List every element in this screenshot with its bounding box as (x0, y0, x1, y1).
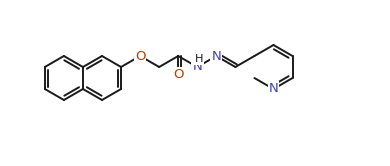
Text: H: H (195, 54, 204, 64)
Text: N: N (192, 60, 202, 74)
Text: N: N (269, 83, 278, 95)
Text: N: N (211, 49, 221, 63)
Text: O: O (173, 68, 183, 81)
Text: O: O (135, 49, 145, 63)
